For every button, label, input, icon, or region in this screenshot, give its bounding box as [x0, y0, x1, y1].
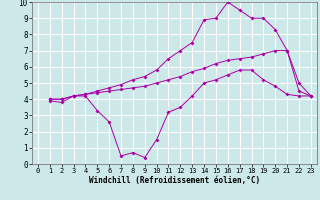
X-axis label: Windchill (Refroidissement éolien,°C): Windchill (Refroidissement éolien,°C)	[89, 176, 260, 185]
